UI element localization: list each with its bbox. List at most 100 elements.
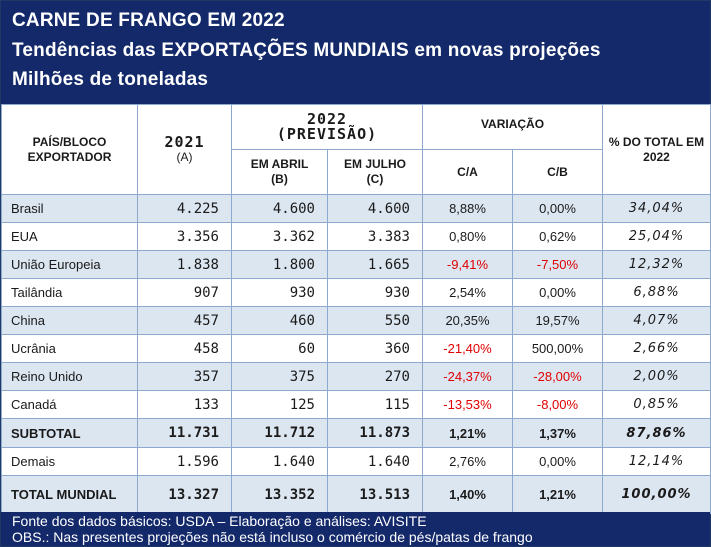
volume-cell: 4.600	[231, 194, 328, 223]
table-row: Brasil 4.225 4.600 4.600 8,88% 0,00% 34,04%	[1, 194, 711, 223]
volume-cell: 4.600	[327, 194, 423, 223]
table-row: Ucrânia 458 60 360 -21,40% 500,00% 2,66%	[1, 334, 711, 363]
volume-cell: 1.640	[327, 447, 423, 476]
variation-cell: -7,50%	[512, 250, 603, 279]
variation-cell: 1,21%	[422, 418, 513, 448]
volume-cell: 11.873	[327, 418, 423, 448]
volume-cell: 907	[137, 278, 232, 307]
exporter-cell: China	[1, 306, 138, 335]
volume-cell: 1.800	[231, 250, 328, 279]
col-share-header: % DO TOTAL EM 2022	[602, 104, 711, 195]
table-row: Demais 1.596 1.640 1.640 2,76% 0,00% 12,14%	[1, 447, 711, 476]
report-title: CARNE DE FRANGO EM 2022	[12, 10, 285, 31]
volume-cell: 133	[137, 390, 232, 419]
col-2022-label: 2022	[306, 110, 348, 128]
volume-cell: 270	[327, 362, 423, 391]
summary-row: SUBTOTAL 11.731 11.712 11.873 1,21% 1,37% 87,8…	[1, 418, 711, 448]
col-2021-sub: (A)	[176, 149, 193, 164]
volume-cell: 60	[231, 334, 328, 363]
obs-note: OBS.: Nas presentes projeções não está i…	[12, 529, 533, 545]
volume-cell: 11.731	[137, 418, 232, 448]
variation-cell: -21,40%	[422, 334, 513, 363]
exporter-cell: EUA	[1, 222, 138, 251]
col-cb-header: C/B	[512, 149, 603, 195]
report-unit: Milhões de toneladas	[12, 69, 209, 90]
col-2022-sub: (PREVISÃO)	[276, 125, 378, 143]
volume-cell: 550	[327, 306, 423, 335]
exporter-cell: Canadá	[1, 390, 138, 419]
volume-cell: 375	[231, 362, 328, 391]
volume-cell: 1.665	[327, 250, 423, 279]
variation-cell: 20,35%	[422, 306, 513, 335]
volume-cell: 13.513	[327, 475, 423, 514]
share-cell: 87,86%	[602, 418, 711, 448]
share-cell: 6,88%	[602, 278, 711, 307]
source-note: Fonte dos dados básicos: USDA – Elaboraç…	[12, 513, 427, 529]
volume-cell: 357	[137, 362, 232, 391]
variation-cell: -8,00%	[512, 390, 603, 419]
exporter-cell: Ucrânia	[1, 334, 138, 363]
volume-cell: 3.356	[137, 222, 232, 251]
variation-cell: 0,00%	[512, 194, 603, 223]
exports-table: PAÍS/BLOCO EXPORTADOR 2021 (A) 2022 (PRE…	[1, 104, 711, 514]
volume-cell: 125	[231, 390, 328, 419]
header-row-2: EM ABRIL (B) EM JULHO (C) C/A C/B	[2, 149, 711, 195]
volume-cell: 13.352	[231, 475, 328, 514]
volume-cell: 930	[327, 278, 423, 307]
exporter-cell: União Europeia	[1, 250, 138, 279]
volume-cell: 3.362	[231, 222, 328, 251]
share-cell: 34,04%	[602, 194, 711, 223]
exporter-cell: Demais	[1, 447, 138, 476]
footer-banner: Fonte dos dados básicos: USDA – Elaboraç…	[1, 512, 710, 546]
volume-cell: 930	[231, 278, 328, 307]
variation-cell: 1,21%	[512, 475, 603, 514]
share-cell: 12,32%	[602, 250, 711, 279]
volume-cell: 1.596	[137, 447, 232, 476]
share-cell: 2,00%	[602, 362, 711, 391]
share-cell: 2,66%	[602, 334, 711, 363]
volume-cell: 115	[327, 390, 423, 419]
variation-cell: 1,37%	[512, 418, 603, 448]
variation-cell: 8,88%	[422, 194, 513, 223]
exporter-cell: Reino Unido	[1, 362, 138, 391]
volume-cell: 458	[137, 334, 232, 363]
table-row: China 457 460 550 20,35% 19,57% 4,07%	[1, 306, 711, 335]
col-april-header: EM ABRIL (B)	[231, 149, 328, 195]
exporter-cell: Tailândia	[1, 278, 138, 307]
col-july-label: EM JULHO	[343, 157, 406, 171]
table-body: Brasil 4.225 4.600 4.600 8,88% 0,00% 34,04% EUA…	[1, 194, 711, 514]
volume-cell: 457	[137, 306, 232, 335]
share-cell: 25,04%	[602, 222, 711, 251]
volume-cell: 3.383	[327, 222, 423, 251]
summary-row: TOTAL MUNDIAL 13.327 13.352 13.513 1,40% 1,21…	[1, 475, 711, 514]
volume-cell: 460	[231, 306, 328, 335]
share-cell: 12,14%	[602, 447, 711, 476]
volume-cell: 1.640	[231, 447, 328, 476]
variation-cell: 500,00%	[512, 334, 603, 363]
exporter-cell: TOTAL MUNDIAL	[1, 475, 138, 514]
variation-cell: 0,62%	[512, 222, 603, 251]
share-cell: 4,07%	[602, 306, 711, 335]
variation-cell: -28,00%	[512, 362, 603, 391]
col-july-header: EM JULHO (C)	[327, 149, 423, 195]
col-exporter-header: PAÍS/BLOCO EXPORTADOR	[1, 104, 138, 195]
variation-cell: 1,40%	[422, 475, 513, 514]
variation-cell: 19,57%	[512, 306, 603, 335]
col-ca-header: C/A	[422, 149, 513, 195]
exporter-cell: SUBTOTAL	[1, 418, 138, 448]
table-row: União Europeia 1.838 1.800 1.665 -9,41% -7,50…	[1, 250, 711, 279]
col-april-label: EM ABRIL	[250, 157, 309, 171]
variation-cell: 0,00%	[512, 278, 603, 307]
col-2022-header: 2022 (PREVISÃO)	[231, 104, 423, 150]
exporter-cell: Brasil	[1, 194, 138, 223]
title-banner: CARNE DE FRANGO EM 2022 Tendências das E…	[1, 1, 710, 104]
variation-cell: 0,00%	[512, 447, 603, 476]
variation-cell: 2,76%	[422, 447, 513, 476]
col-july-sub: (C)	[366, 172, 384, 186]
volume-cell: 13.327	[137, 475, 232, 514]
volume-cell: 4.225	[137, 194, 232, 223]
col-2021-header: 2021 (A)	[137, 104, 232, 195]
volume-cell: 1.838	[137, 250, 232, 279]
share-cell: 100,00%	[602, 475, 711, 514]
